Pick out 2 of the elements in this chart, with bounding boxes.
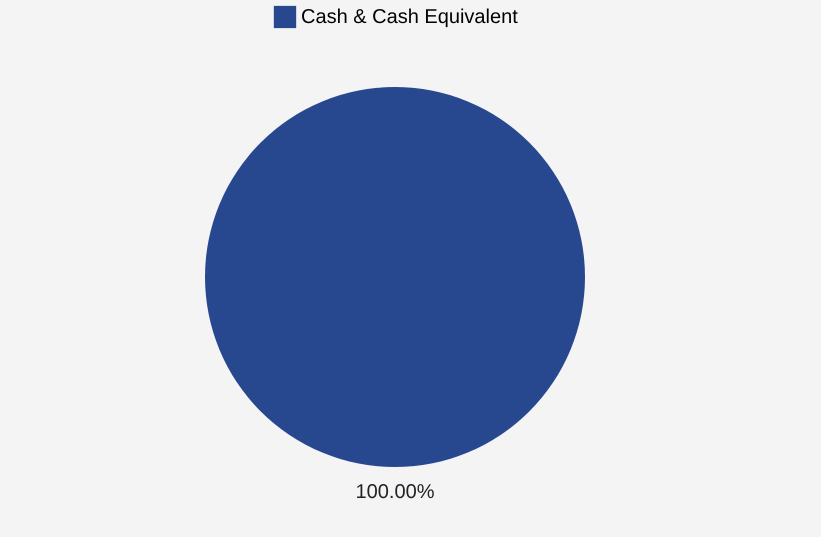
data-label: 100.00% [356,481,435,503]
legend-label: Cash & Cash Equivalent [301,6,518,28]
